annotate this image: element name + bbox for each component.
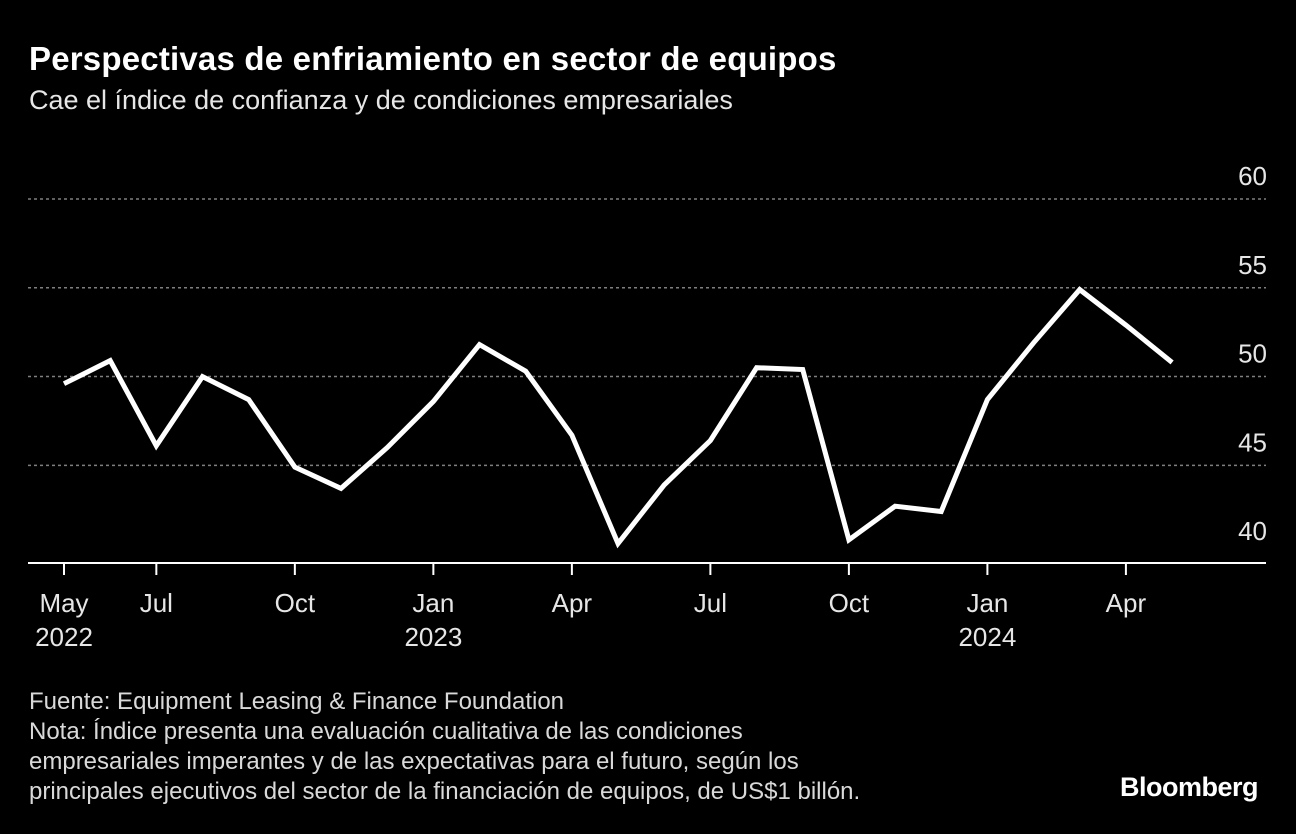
x-tick-label: Jan <box>412 588 454 618</box>
note-line: empresariales imperantes y de las expect… <box>29 748 799 775</box>
x-tick-label: Oct <box>275 588 316 618</box>
source-note: Fuente: Equipment Leasing & Finance Foun… <box>29 688 565 715</box>
y-tick-label: 40 <box>1238 516 1267 546</box>
y-tick-label: 60 <box>1238 161 1267 191</box>
footnote: Fuente: Equipment Leasing & Finance Foun… <box>29 687 1069 807</box>
x-tick-year-label: 2024 <box>958 622 1016 652</box>
y-tick-label: 45 <box>1238 427 1267 457</box>
x-tick-label: Apr <box>1106 588 1147 618</box>
bloomberg-logo: Bloomberg <box>1119 772 1259 802</box>
x-tick-label: Jan <box>966 588 1008 618</box>
note-line: principales ejecutivos del sector de la … <box>29 778 861 805</box>
chart-title: Perspectivas de enfriamiento en sector d… <box>29 40 837 77</box>
y-tick-label: 50 <box>1238 339 1267 369</box>
y-tick-label: 55 <box>1238 250 1267 280</box>
series-line <box>62 286 1174 549</box>
x-tick-label: Jul <box>140 588 173 618</box>
chart-subtitle: Cae el índice de confianza y de condicio… <box>29 85 733 115</box>
note-line: Nota: Índice presenta una evaluación cua… <box>29 718 743 745</box>
x-tick-label: Jul <box>694 588 727 618</box>
x-tick-label: Apr <box>552 588 593 618</box>
x-tick-year-label: 2023 <box>404 622 462 652</box>
x-tick-year-label: 2022 <box>35 622 93 652</box>
x-tick-label: May <box>39 588 88 618</box>
x-tick-label: Oct <box>829 588 870 618</box>
